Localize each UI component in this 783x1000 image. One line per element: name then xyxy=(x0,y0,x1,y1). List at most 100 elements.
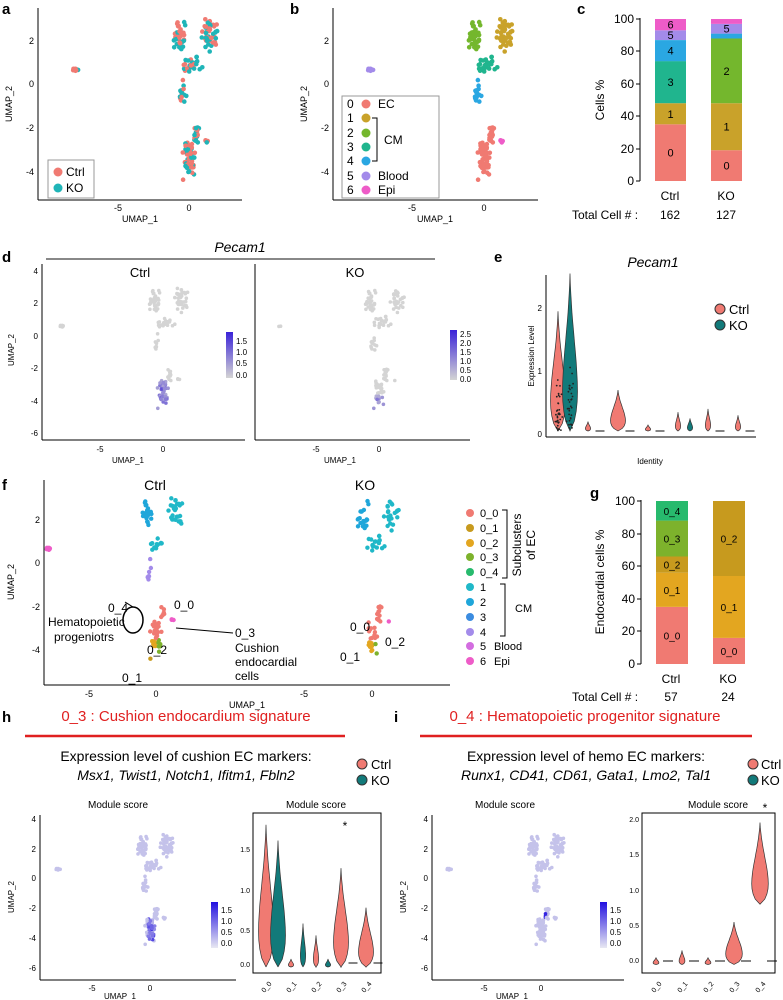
i-umap-point xyxy=(550,841,554,845)
b-legend-num: 6 xyxy=(347,183,354,197)
d-ylabel: UMAP_2 xyxy=(7,333,16,366)
stacked-bar-segment xyxy=(655,124,686,181)
g-ylabel: Endocardial cells % xyxy=(593,529,607,634)
f-ctrl-point xyxy=(148,629,153,634)
b-ytick: -2 xyxy=(321,123,329,133)
a-umap-point xyxy=(203,17,208,22)
h-vytick: 0.0 xyxy=(240,962,250,969)
d-ctrl-point xyxy=(166,386,170,391)
f-legend-sub: 0_1 xyxy=(480,523,498,535)
f-ytick: 2 xyxy=(35,515,40,525)
h-umap-point xyxy=(148,868,152,873)
d-ctrl-point xyxy=(175,307,180,311)
b-legend-box xyxy=(341,95,440,199)
d-ko-scale: 2.5 xyxy=(460,330,472,339)
a-umap-point xyxy=(204,140,210,145)
a-umap-point xyxy=(188,151,193,156)
h-umap-point xyxy=(150,934,155,938)
i-umap-point xyxy=(540,924,545,929)
h-xlabel: UMAP_1 xyxy=(104,992,137,1000)
h-umap-point xyxy=(145,919,149,923)
b-ytick: 0 xyxy=(324,79,329,89)
b-umap-point xyxy=(490,132,496,138)
b-umap-point xyxy=(474,94,479,100)
stacked-bar-segment xyxy=(656,520,688,557)
a-umap-point xyxy=(184,93,189,99)
b-legend-epi: Epi xyxy=(378,183,395,197)
h-legend-ko-dot xyxy=(356,774,368,786)
f-ko-point xyxy=(367,644,373,649)
b-xtick: -5 xyxy=(408,203,416,213)
b-umap-point xyxy=(480,147,486,152)
i-umap-point xyxy=(553,842,557,846)
d-ko-point xyxy=(392,292,396,296)
b-umap-point xyxy=(494,35,500,40)
f-ko-point xyxy=(386,619,391,624)
f-ylabel: UMAP_2 xyxy=(6,564,16,600)
f-ctrl-point xyxy=(177,503,182,508)
b-umap-point xyxy=(484,161,490,167)
f-ko-point xyxy=(366,620,371,625)
b-umap-point xyxy=(489,54,494,60)
d-ytick: 2 xyxy=(34,299,39,308)
b-xtick: 0 xyxy=(481,203,486,213)
a-umap-point xyxy=(72,67,78,72)
i-umap-point xyxy=(552,832,556,837)
f-ko-point xyxy=(385,504,390,509)
i-umap-point xyxy=(559,837,564,842)
h-ytick: -2 xyxy=(29,904,37,913)
h-umap-point xyxy=(144,866,148,871)
e-jitter-point xyxy=(568,413,570,416)
f-cm-bracket xyxy=(500,583,506,637)
e-ylabel: Expression Level xyxy=(527,325,536,386)
e-jitter-point xyxy=(568,387,571,389)
h-xtick: -5 xyxy=(88,984,96,993)
g-total-ctrl: 57 xyxy=(664,690,678,704)
i-ytick: -4 xyxy=(421,934,429,943)
i-umap-point xyxy=(551,837,556,842)
h-vxtick: 0_2 xyxy=(311,981,324,995)
f-ann-02: 0_2 xyxy=(147,643,167,657)
h-umap-point xyxy=(166,845,170,850)
d-ctrl-point xyxy=(148,307,152,312)
h-umap-title: Module score xyxy=(88,800,148,811)
d-ctrl-point xyxy=(177,302,181,307)
d-ctrl-point xyxy=(155,332,160,336)
f-ctrl-point xyxy=(140,513,146,519)
d-ctrl-point xyxy=(168,369,173,374)
f-ctrl-point xyxy=(154,622,159,627)
a-umap-point xyxy=(192,132,197,138)
i-umap-point xyxy=(534,851,538,856)
violin-shape xyxy=(751,822,769,905)
f-blood-label: Blood xyxy=(494,641,522,653)
bar-segment-label: 2 xyxy=(723,66,729,78)
h-umap-point xyxy=(147,937,152,941)
b-umap-point xyxy=(506,24,512,29)
i-umap-point xyxy=(534,923,538,928)
f-ko-point xyxy=(390,502,395,507)
b-umap-point xyxy=(508,36,514,41)
a-legend-ctrl-dot xyxy=(53,167,63,177)
h-umap-point xyxy=(146,934,151,938)
f-xtick: 0 xyxy=(369,689,374,699)
d-ko-point xyxy=(371,307,376,311)
i-umap-point xyxy=(537,885,541,889)
d-ko-point xyxy=(370,347,374,351)
f-ko-point xyxy=(377,538,382,543)
e-jitter-point xyxy=(569,417,572,420)
panel-a-letter: a xyxy=(2,1,11,18)
a-umap-point xyxy=(180,44,186,49)
h-umap-point xyxy=(158,845,163,849)
h-scale: 0.0 xyxy=(221,939,233,948)
d-ko-point xyxy=(368,300,373,304)
d-ko-point xyxy=(365,301,370,306)
a-umap-point xyxy=(202,24,207,29)
d-ctrl-point xyxy=(154,344,159,349)
e-jitter-point xyxy=(571,427,573,429)
a-umap-point xyxy=(189,161,194,167)
e-jitter-point xyxy=(568,384,571,387)
stacked-bar-segment xyxy=(655,103,686,125)
a-umap-point xyxy=(189,165,195,170)
f-ko-point xyxy=(386,517,392,522)
i-legend-ctrl: Ctrl xyxy=(761,757,781,772)
